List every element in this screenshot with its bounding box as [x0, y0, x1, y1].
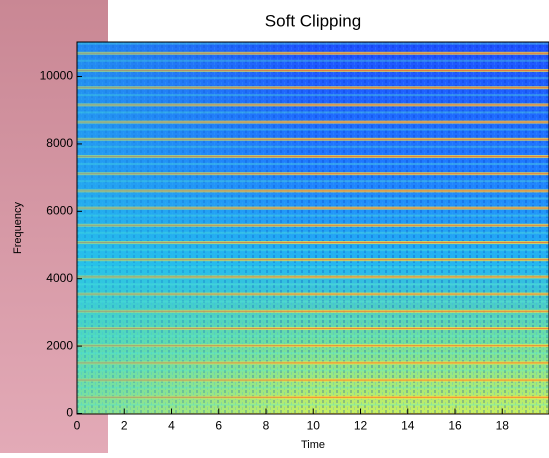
y-tick-label: 10000 [40, 69, 74, 83]
x-tick-label: 16 [448, 419, 462, 433]
y-tick-label: 0 [66, 406, 73, 420]
x-tick-label: 0 [74, 419, 81, 433]
axes-box [76, 41, 549, 415]
y-axis-label: Frequency [12, 202, 24, 254]
y-tick-label: 4000 [46, 271, 73, 285]
x-axis-label: Time [301, 439, 325, 451]
x-tick-label: 2 [121, 419, 128, 433]
plot-area [76, 41, 549, 415]
y-tick-label: 8000 [46, 136, 73, 150]
x-tick-label: 18 [496, 419, 510, 433]
x-tick-label: 6 [215, 419, 222, 433]
chart-title: Soft Clipping [265, 11, 361, 30]
x-tick-label: 4 [168, 419, 175, 433]
y-tick-label: 2000 [46, 338, 73, 352]
y-tick-label: 6000 [46, 203, 73, 217]
x-tick-label: 10 [307, 419, 321, 433]
x-tick-label: 12 [354, 419, 368, 433]
x-tick-label: 8 [263, 419, 270, 433]
x-tick-label: 14 [401, 419, 415, 433]
spectrogram-fade [77, 42, 549, 414]
